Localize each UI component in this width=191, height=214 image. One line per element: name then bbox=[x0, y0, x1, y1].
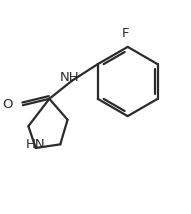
Text: NH: NH bbox=[60, 71, 79, 84]
Text: F: F bbox=[122, 27, 130, 40]
Text: O: O bbox=[2, 98, 13, 111]
Text: HN: HN bbox=[26, 138, 45, 151]
